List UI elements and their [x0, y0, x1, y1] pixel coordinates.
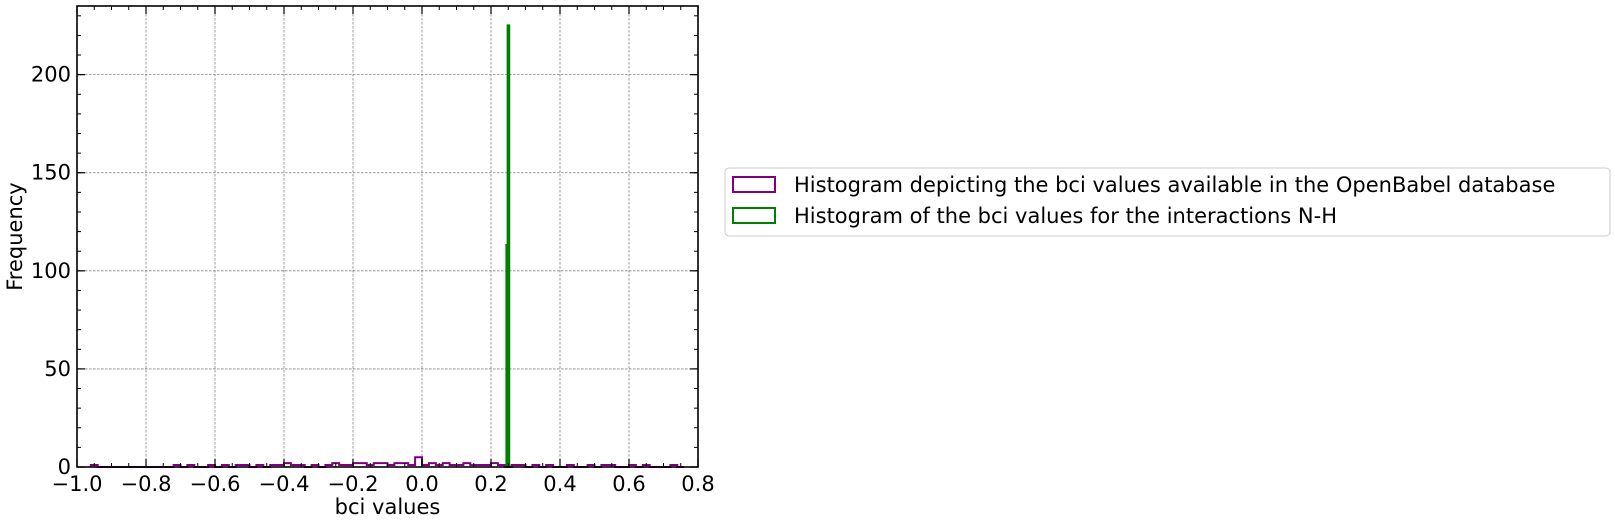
- legend-label-openbabel: Histogram depicting the bci values avail…: [794, 173, 1555, 197]
- x-tick-label: 0.4: [543, 472, 576, 496]
- x-tick-label: 0.6: [612, 472, 645, 496]
- y-tick-label: 0: [58, 455, 71, 479]
- grid-lines: [77, 6, 698, 467]
- y-tick-label: 200: [31, 63, 71, 87]
- x-tick-label: −0.2: [328, 472, 379, 496]
- legend-swatch-n-h: [732, 207, 776, 224]
- x-tick-label: −0.6: [190, 472, 241, 496]
- y-tick-label: 100: [31, 259, 71, 283]
- legend: Histogram depicting the bci values avail…: [724, 167, 1611, 237]
- x-tick-label: −0.8: [121, 472, 172, 496]
- x-tick-label: −0.4: [259, 472, 310, 496]
- plot-frame: [76, 5, 699, 468]
- x-tick-label: 0.8: [681, 472, 714, 496]
- legend-label-n-h: Histogram of the bci values for the inte…: [794, 204, 1337, 228]
- tick-labels: −1.0 −0.8 −0.6 −0.4 −0.2 0.0 0.2 0.4 0.6 0.8 0 50 10…: [31, 63, 715, 496]
- histogram-bars: [89, 24, 685, 468]
- legend-frame: [724, 167, 1611, 237]
- x-tick-label: 0.2: [474, 472, 507, 496]
- x-axis-title: bci values: [335, 495, 441, 519]
- x-tick-label: 0.0: [405, 472, 438, 496]
- legend-swatch-openbabel: [732, 176, 776, 193]
- y-tick-label: 50: [44, 357, 71, 381]
- axes: [76, 5, 699, 468]
- y-axis-title: Frequency: [3, 182, 27, 291]
- tick-marks: [76, 6, 699, 468]
- series-n-h-step: [505, 24, 511, 467]
- y-tick-label: 150: [31, 161, 71, 185]
- x-tick-label: −1.0: [52, 472, 103, 496]
